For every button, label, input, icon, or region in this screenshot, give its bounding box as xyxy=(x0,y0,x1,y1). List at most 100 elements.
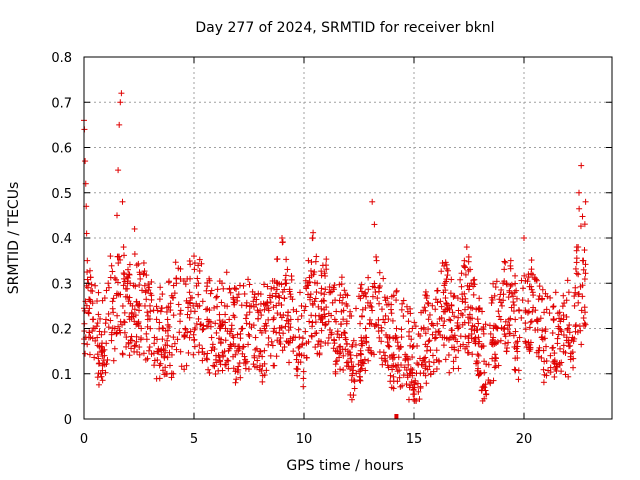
data-point xyxy=(274,310,281,317)
data-point xyxy=(208,334,215,341)
data-point xyxy=(308,312,315,319)
data-point xyxy=(526,308,533,315)
data-point xyxy=(283,256,290,263)
data-point xyxy=(479,397,486,404)
data-point xyxy=(267,352,274,359)
data-point xyxy=(357,350,364,357)
data-point xyxy=(422,372,429,379)
data-point xyxy=(580,315,587,322)
data-point xyxy=(116,253,123,260)
data-point xyxy=(191,260,198,267)
data-point xyxy=(285,339,292,346)
data-point xyxy=(141,302,148,309)
data-point xyxy=(430,359,437,366)
data-point xyxy=(125,266,131,273)
data-point xyxy=(279,347,286,354)
data-point xyxy=(312,319,319,326)
data-point xyxy=(398,326,405,333)
data-point xyxy=(323,304,330,311)
data-point xyxy=(538,354,545,361)
data-point xyxy=(202,306,209,313)
data-point xyxy=(396,367,403,374)
data-point xyxy=(292,334,299,341)
data-point xyxy=(107,274,114,281)
data-point xyxy=(424,299,431,306)
data-point xyxy=(405,318,412,325)
data-point xyxy=(285,320,292,327)
y-tick-label: 0.4 xyxy=(51,232,72,247)
data-point xyxy=(403,303,410,310)
data-point xyxy=(153,303,160,310)
data-point xyxy=(555,331,562,338)
data-point xyxy=(265,316,272,323)
data-point xyxy=(257,307,264,314)
data-point xyxy=(450,365,457,372)
data-point xyxy=(373,253,380,260)
data-point xyxy=(380,349,387,356)
data-point xyxy=(261,281,268,288)
data-point xyxy=(195,315,202,322)
data-point xyxy=(246,333,253,340)
data-point xyxy=(414,360,421,367)
data-point xyxy=(293,356,300,363)
data-point xyxy=(441,318,448,325)
data-point xyxy=(139,287,146,294)
data-point xyxy=(364,299,371,306)
data-point xyxy=(551,373,558,380)
data-point xyxy=(471,335,478,342)
data-point xyxy=(136,344,143,351)
data-point xyxy=(176,329,183,336)
data-point xyxy=(298,312,305,319)
data-point xyxy=(421,304,428,311)
data-point xyxy=(582,309,589,316)
data-point xyxy=(150,350,157,357)
data-point xyxy=(488,340,495,347)
data-point xyxy=(211,304,218,311)
data-point xyxy=(312,295,319,302)
data-point xyxy=(581,304,588,311)
data-point xyxy=(151,340,158,347)
data-point xyxy=(121,329,128,336)
data-point xyxy=(310,229,317,236)
data-point xyxy=(576,205,583,212)
data-point xyxy=(187,328,194,335)
data-point xyxy=(286,286,293,293)
data-point xyxy=(491,322,498,329)
data-point xyxy=(400,297,407,304)
data-point xyxy=(107,317,114,324)
data-point xyxy=(246,281,253,288)
data-point xyxy=(502,318,509,325)
data-point xyxy=(476,305,483,312)
data-point xyxy=(138,335,145,342)
data-point xyxy=(503,348,510,355)
data-point xyxy=(246,309,253,316)
data-point xyxy=(461,263,468,270)
data-point xyxy=(206,369,213,376)
data-point xyxy=(285,309,292,316)
data-point xyxy=(571,302,578,309)
data-point xyxy=(177,307,184,314)
data-point xyxy=(380,275,387,282)
data-point xyxy=(109,298,116,305)
data-point xyxy=(230,334,237,341)
data-point xyxy=(178,363,185,370)
data-point xyxy=(422,288,429,295)
data-point xyxy=(171,340,178,347)
data-point xyxy=(299,335,306,342)
data-point xyxy=(225,357,232,364)
data-point xyxy=(146,284,153,291)
data-point xyxy=(115,167,122,174)
data-point xyxy=(171,290,178,297)
data-point xyxy=(365,274,372,281)
data-point xyxy=(438,268,445,275)
data-point xyxy=(226,316,233,323)
data-point xyxy=(276,329,283,336)
data-point xyxy=(235,343,241,350)
data-point xyxy=(413,370,420,377)
data-point xyxy=(507,262,514,269)
data-point xyxy=(131,306,138,313)
data-point xyxy=(536,344,543,351)
data-point xyxy=(147,290,154,297)
data-point xyxy=(108,337,115,344)
data-point xyxy=(553,363,560,370)
